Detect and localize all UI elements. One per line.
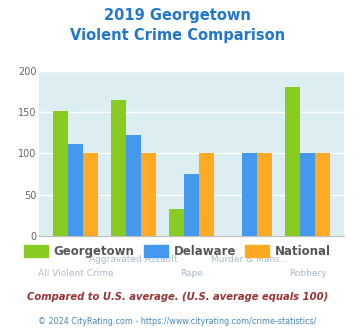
- Bar: [53, 111, 68, 236]
- Bar: [300, 153, 315, 236]
- Bar: [257, 153, 272, 236]
- Text: Violent Crime Comparison: Violent Crime Comparison: [70, 28, 285, 43]
- Text: Murder & Mans...: Murder & Mans...: [211, 255, 289, 264]
- Bar: [68, 144, 83, 236]
- Legend: Georgetown, Delaware, National: Georgetown, Delaware, National: [20, 241, 335, 263]
- Bar: [184, 174, 199, 236]
- Bar: [141, 153, 156, 236]
- Text: 2019 Georgetown: 2019 Georgetown: [104, 8, 251, 23]
- Text: © 2024 CityRating.com - https://www.cityrating.com/crime-statistics/: © 2024 CityRating.com - https://www.city…: [38, 317, 317, 326]
- Bar: [111, 100, 126, 236]
- Text: All Violent Crime: All Violent Crime: [38, 269, 114, 278]
- Text: Aggravated Assault: Aggravated Assault: [89, 255, 178, 264]
- Bar: [83, 153, 98, 236]
- Bar: [242, 153, 257, 236]
- Bar: [126, 135, 141, 236]
- Text: Robbery: Robbery: [289, 269, 327, 278]
- Text: Rape: Rape: [180, 269, 203, 278]
- Bar: [315, 153, 331, 236]
- Bar: [199, 153, 214, 236]
- Text: Compared to U.S. average. (U.S. average equals 100): Compared to U.S. average. (U.S. average …: [27, 292, 328, 302]
- Bar: [285, 87, 300, 236]
- Bar: [169, 209, 184, 236]
